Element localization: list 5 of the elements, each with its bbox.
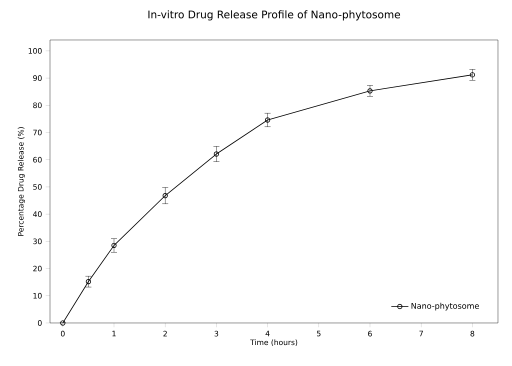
point <box>86 279 92 284</box>
chart-title: In-vitro Drug Release Profile of Nano-phytosome <box>148 10 400 20</box>
point <box>265 117 270 123</box>
point <box>367 88 373 94</box>
legend-label: Nano-phytosome <box>412 302 479 310</box>
